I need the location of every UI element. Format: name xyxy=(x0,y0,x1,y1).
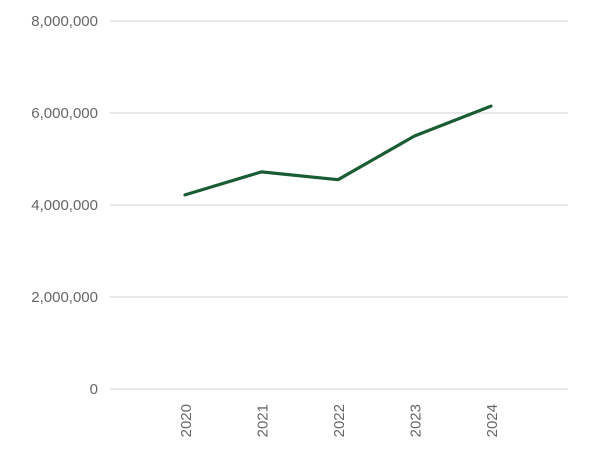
y-tick-label: 6,000,000 xyxy=(31,105,98,122)
y-tick-label: 0 xyxy=(90,381,98,398)
series-line xyxy=(183,104,493,197)
y-tick-label: 4,000,000 xyxy=(31,197,98,214)
y-tick-label: 8,000,000 xyxy=(31,13,98,30)
x-axis-ticks: 2020 2021 2022 2023 2024 xyxy=(178,404,501,437)
x-tick-label: 2021 xyxy=(255,404,272,437)
x-tick-label: 2024 xyxy=(484,404,501,437)
x-tick-label: 2023 xyxy=(408,404,425,437)
y-tick-label: 2,000,000 xyxy=(31,289,98,306)
x-tick-label: 2020 xyxy=(178,404,195,437)
y-axis-ticks: 0 2,000,000 4,000,000 6,000,000 8,000,000 xyxy=(31,13,98,398)
x-tick-label: 2022 xyxy=(331,404,348,437)
gridlines xyxy=(110,20,568,390)
series-lines xyxy=(183,104,493,197)
